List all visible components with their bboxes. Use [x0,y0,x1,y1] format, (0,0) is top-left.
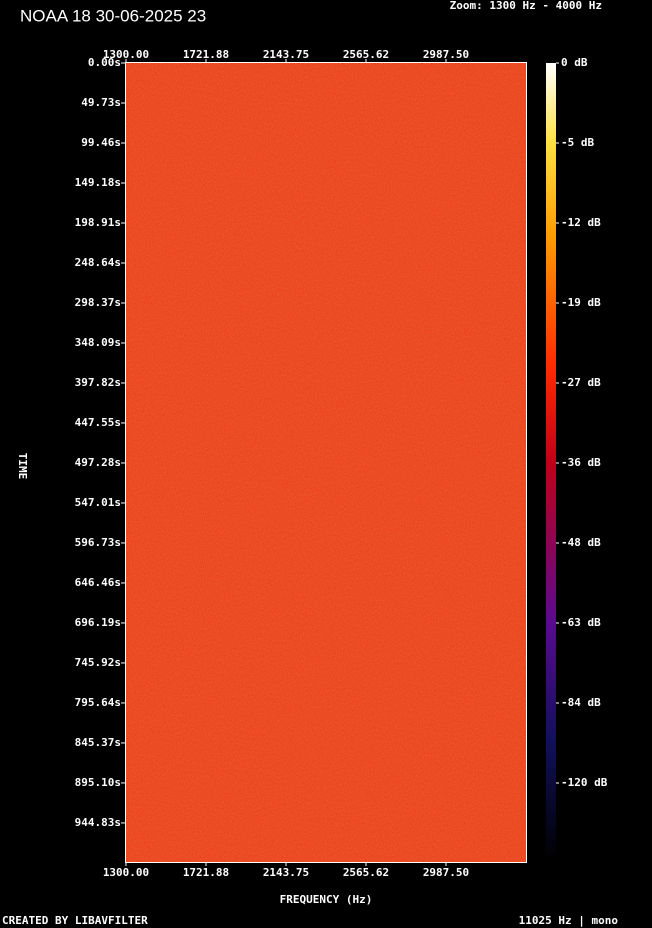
y-tick-label: 99.46s [81,136,121,149]
plot-frame [125,62,527,863]
y-axis-label: TIME [16,453,29,480]
y-tick-label: 845.37s [75,736,121,749]
footer-left: CREATED BY LIBAVFILTER [2,914,148,927]
y-tick-label: 696.19s [75,616,121,629]
x-tick-label-bottom: 2143.75 [263,866,309,879]
y-tick-label: 944.83s [75,816,121,829]
colorbar-tick-label: 0 dB [561,56,588,69]
chart-title: NOAA 18 30-06-2025 23 [20,6,206,25]
y-tick-label: 895.10s [75,776,121,789]
footer-right: 11025 Hz | mono [519,914,619,927]
colorbar-tick-label: -19 dB [561,296,601,309]
y-tick-label: 348.09s [75,336,121,349]
colorbar-tick-label: -27 dB [561,376,601,389]
x-tick-label-bottom: 1300.00 [103,866,149,879]
y-tick-label: 646.46s [75,576,121,589]
colorbar-tick-label: -36 dB [561,456,601,469]
colorbar-tick-label: -84 dB [561,696,601,709]
spectrogram-noise [126,63,526,862]
y-tick-label: 149.18s [75,176,121,189]
colorbar-tick-label: -12 dB [561,216,601,229]
y-tick-label: 198.91s [75,216,121,229]
x-tick-label-bottom: 2565.62 [343,866,389,879]
y-tick-label: 745.92s [75,656,121,669]
y-tick-label: 397.82s [75,376,121,389]
x-tick-label-top: 1721.88 [183,48,229,61]
colorbar-tick-label: -5 dB [561,136,594,149]
x-tick-label-bottom: 1721.88 [183,866,229,879]
y-tick-label: 497.28s [75,456,121,469]
x-axis-label: FREQUENCY (Hz) [280,893,373,906]
colorbar-tick-label: -48 dB [561,536,601,549]
y-tick-label: 49.73s [81,96,121,109]
x-tick-label-top: 1300.00 [103,48,149,61]
y-tick-label: 447.55s [75,416,121,429]
y-tick-label: 547.01s [75,496,121,509]
x-tick-label-top: 2987.50 [423,48,469,61]
colorbar [546,63,556,862]
zoom-label: Zoom: 1300 Hz - 4000 Hz [450,0,602,12]
colorbar-tick-label: -120 dB [561,776,608,789]
y-tick-label: 596.73s [75,536,121,549]
y-tick-label: 298.37s [75,296,121,309]
y-tick-label: 248.64s [75,256,121,269]
y-tick-label: 795.64s [75,696,121,709]
y-tick-label: 0.00s [88,56,121,69]
x-tick-label-bottom: 2987.50 [423,866,469,879]
x-tick-label-top: 2565.62 [343,48,389,61]
colorbar-tick-label: -63 dB [561,616,601,629]
x-tick-label-top: 2143.75 [263,48,309,61]
